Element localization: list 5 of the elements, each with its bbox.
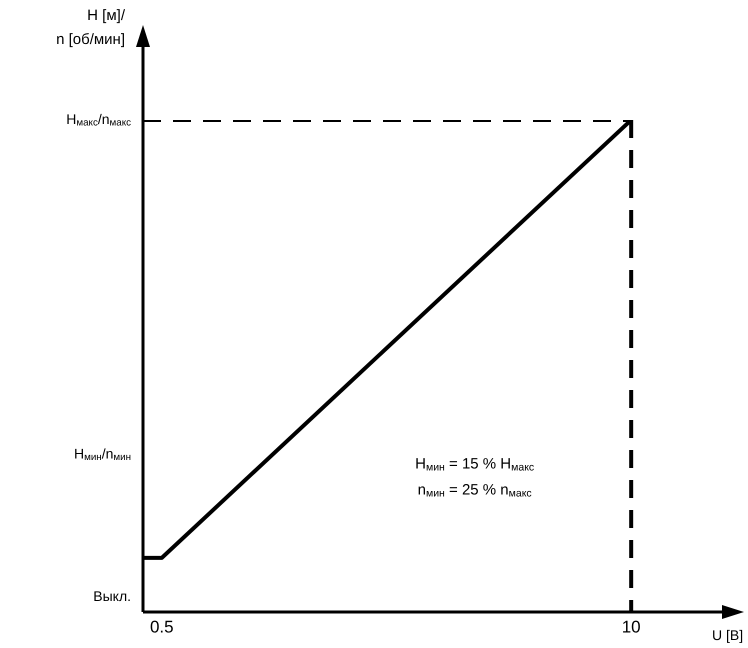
text: Выкл. bbox=[93, 588, 132, 604]
x-tick-label: 10 bbox=[622, 618, 641, 637]
y-axis-title: H [м]/ n [об/мин] bbox=[56, 7, 126, 48]
x-tick-label: 0.5 bbox=[150, 618, 174, 637]
x-axis-title: U [В] bbox=[712, 626, 744, 643]
